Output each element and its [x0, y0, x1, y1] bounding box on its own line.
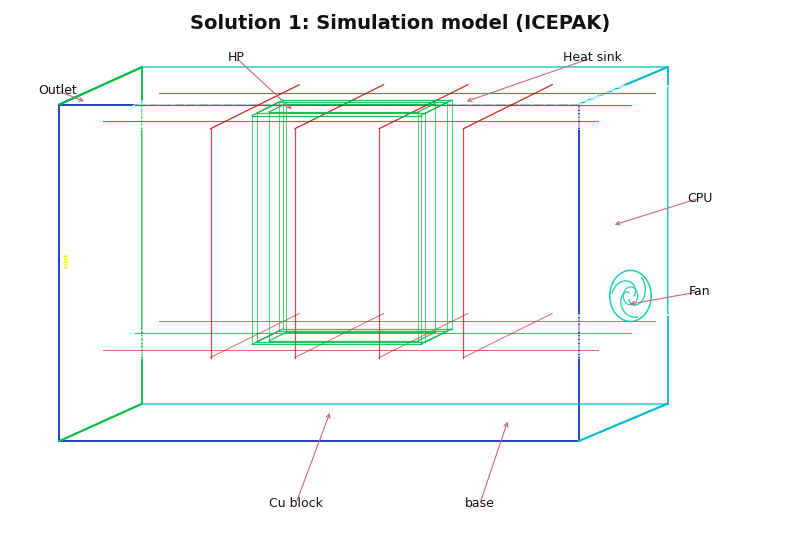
Text: Inlet: Inlet — [63, 253, 69, 268]
Text: Heat sink: Heat sink — [562, 51, 622, 64]
Text: CPU: CPU — [687, 191, 713, 205]
Text: Solution 1: Simulation model (ICEPAK): Solution 1: Simulation model (ICEPAK) — [190, 14, 610, 33]
Text: Outlet: Outlet — [38, 84, 77, 97]
Text: Cu block: Cu block — [269, 497, 323, 510]
Text: Fan: Fan — [689, 285, 711, 298]
Text: base: base — [465, 497, 495, 510]
Text: HP: HP — [227, 51, 245, 64]
